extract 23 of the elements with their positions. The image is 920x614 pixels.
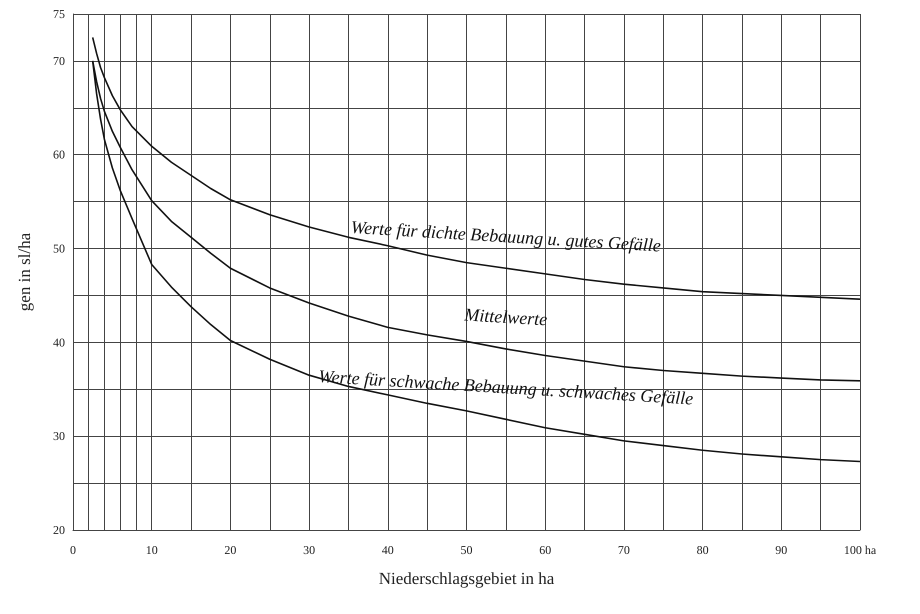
x-tick-label: 0 — [70, 543, 76, 557]
annotation: Werte für dichte Bebauung u. gutes Gefälle — [350, 216, 662, 256]
x-tick-label: 60 — [539, 543, 552, 557]
y-tick-label: 20 — [53, 523, 65, 537]
annotation: Mittelwerte — [462, 304, 548, 330]
y-tick-label: 60 — [53, 148, 65, 162]
x-tick-label: 10 — [146, 543, 158, 557]
x-tick-label: 20 — [224, 543, 236, 557]
x-tick-label: 100 ha — [844, 543, 877, 557]
x-tick-label: 50 — [460, 543, 472, 557]
y-tick-label: 75 — [53, 7, 65, 21]
y-tick-label: 30 — [53, 429, 65, 444]
x-axis-title: Niederschlagsgebiet in ha — [378, 569, 555, 588]
x-tick-label: 90 — [775, 543, 788, 557]
x-tick-label: 30 — [303, 543, 316, 557]
y-tick-label: 50 — [53, 242, 65, 256]
x-tick-label: 80 — [696, 543, 709, 557]
y-axis-title: gen in sl/ha — [15, 232, 34, 312]
y-tick-label: 70 — [53, 54, 65, 68]
x-tick-label: 40 — [382, 543, 394, 557]
x-tick-label: 70 — [618, 543, 630, 557]
y-tick-label: 40 — [53, 335, 65, 350]
line-series — [92, 36, 861, 300]
